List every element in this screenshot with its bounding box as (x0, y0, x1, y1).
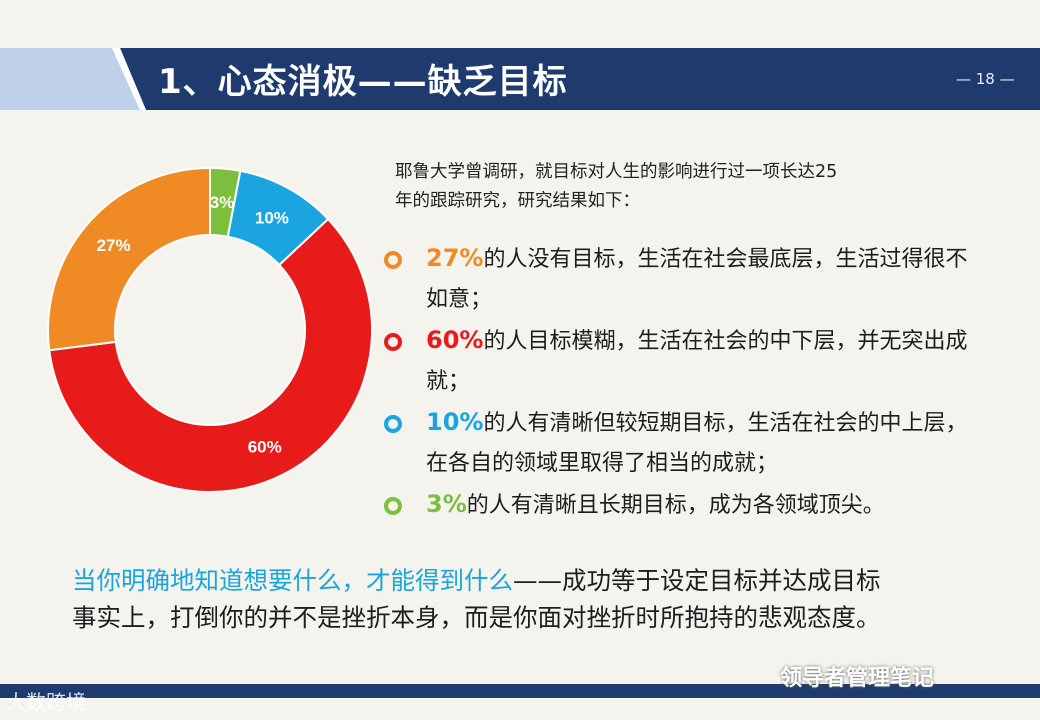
red-ring-icon (384, 333, 402, 351)
orange-ring-icon (384, 251, 402, 269)
result-list: 27%的人没有目标，生活在社会最底层，生活过得很不如意； 60%的人目标模糊，生… (380, 238, 1000, 526)
page-number: — 18 — (956, 70, 1015, 88)
slice-label-27: 27% (97, 236, 131, 255)
bullet-text: 的人有清晰但较短期目标，生活在社会的中上层，在各自的领域里取得了相当的成就； (426, 411, 968, 476)
watermark-right: 领导者管理笔记 (780, 666, 935, 691)
intro-text: 耶鲁大学曾调研，就目标对人生的影响进行过一项长达25 年的跟踪研究，研究结果如下… (395, 158, 985, 216)
title-bar (0, 48, 1040, 110)
list-item-10: 10%的人有清晰但较短期目标，生活在社会的中上层，在各自的领域里取得了相当的成就… (380, 402, 986, 484)
slice-label-3: 3% (210, 193, 235, 212)
donut-chart: 3% 10% 60% 27% (47, 166, 373, 493)
page-title: 1、心态消极——缺乏目标 (158, 62, 568, 102)
title-bar-shape (0, 48, 1040, 110)
bullet-text: 的人有清晰且长期目标，成为各领域顶尖。 (466, 493, 885, 518)
bullet-text: 的人没有目标，生活在社会最底层，生活过得很不如意； (426, 247, 968, 312)
conclusion-line-2: 事实上，打倒你的并不是挫折本身，而是你面对挫折时所抱持的悲观态度。 (72, 603, 881, 632)
slice-label-10: 10% (255, 208, 289, 227)
bullet-pct: 27% (426, 244, 484, 272)
conclusion-text: 当你明确地知道想要什么，才能得到什么——成功等于设定目标并达成目标 事实上，打倒… (72, 562, 1012, 636)
bullet-pct: 60% (426, 326, 484, 354)
conclusion-highlight: 当你明确地知道想要什么，才能得到什么 (72, 566, 513, 595)
list-item-60: 60%的人目标模糊，生活在社会的中下层，并无突出成就； (380, 320, 986, 402)
slice-label-60: 60% (248, 437, 282, 456)
list-item-3: 3%的人有清晰且长期目标，成为各领域顶尖。 (380, 484, 1006, 526)
intro-line-1: 耶鲁大学曾调研，就目标对人生的影响进行过一项长达25 (395, 162, 838, 182)
watermark-left: 大数跨境 (6, 690, 86, 714)
bottom-bar (0, 684, 1040, 698)
donut-slice-60 (48, 217, 373, 493)
donut-slice-27 (47, 166, 211, 352)
bullet-pct: 10% (426, 408, 484, 436)
conclusion-rest: ——成功等于设定目标并达成目标 (513, 566, 881, 595)
list-item-27: 27%的人没有目标，生活在社会最底层，生活过得很不如意； (380, 238, 986, 320)
conclusion-line-1: 当你明确地知道想要什么，才能得到什么——成功等于设定目标并达成目标 (72, 562, 1012, 599)
bullet-text: 的人目标模糊，生活在社会的中下层，并无突出成就； (426, 329, 968, 394)
blue-ring-icon (384, 415, 402, 433)
green-ring-icon (384, 497, 402, 515)
intro-line-2: 年的跟踪研究，研究结果如下： (395, 191, 640, 211)
bullet-pct: 3% (426, 490, 467, 518)
